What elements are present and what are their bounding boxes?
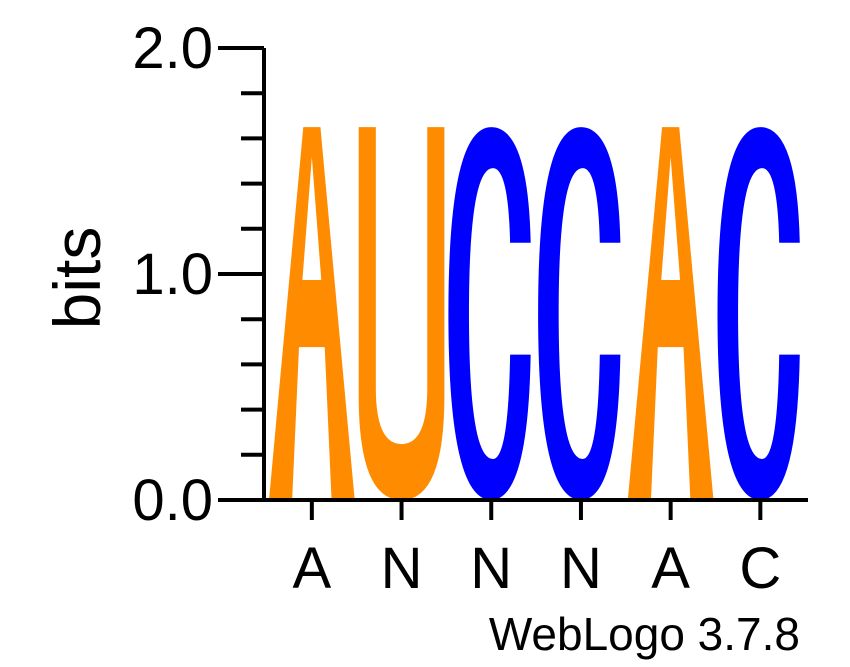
- logo-letter-u: [358, 127, 445, 500]
- y-axis-label: bits: [40, 227, 114, 330]
- y-tick-label: 2.0: [132, 16, 213, 81]
- y-tick-label: 0.0: [132, 468, 213, 533]
- logo-letter-c: [717, 127, 800, 500]
- logo-letter-a: [627, 127, 714, 500]
- x-tick-label: N: [381, 536, 423, 601]
- logo-letter-a: [269, 127, 355, 500]
- credit-text: WebLogo 3.7.8: [489, 608, 800, 660]
- x-tick-label: C: [739, 536, 781, 601]
- x-tick-label: N: [560, 536, 602, 601]
- y-ticks: 0.0 1.0 2.0: [132, 16, 264, 533]
- x-tick-label: A: [651, 536, 690, 601]
- x-tick-label: N: [470, 536, 512, 601]
- logo-letter-c: [538, 127, 621, 500]
- x-tick-label: A: [293, 536, 332, 601]
- y-tick-label: 1.0: [132, 242, 213, 307]
- logo-letters: [269, 127, 800, 500]
- logo-letter-c: [448, 127, 531, 500]
